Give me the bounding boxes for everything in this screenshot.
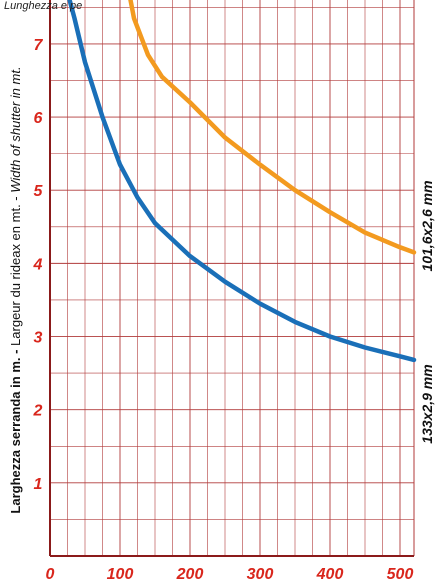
x-tick-label: 400: [316, 566, 344, 581]
y-axis-label-en: Width of shutter in mt.: [8, 66, 23, 192]
y-tick-label: 1: [34, 476, 43, 493]
y-tick-label: 4: [33, 256, 43, 273]
series-line-blue: [67, 0, 417, 363]
y-axis-label-fr: Largeur du rideax en mt. -: [8, 193, 23, 346]
series-label: 101,6x2,6 mm: [419, 180, 435, 271]
top-note: Lunghezza e pe: [4, 0, 82, 12]
series-line-orange: [128, 0, 417, 255]
y-tick-label: 3: [34, 330, 43, 347]
x-tick-label: 500: [387, 566, 414, 581]
y-tick-label: 7: [34, 37, 44, 54]
x-tick-label: 300: [247, 566, 274, 581]
y-tick-label: 5: [34, 183, 44, 200]
grid: [49, 0, 414, 557]
series-label: 133x2,9 mm: [419, 364, 435, 443]
y-tick-label: 6: [34, 110, 43, 127]
x-tick-label: 0: [46, 566, 55, 581]
y-axis-label: Larghezza serranda in m. - Largeur du ri…: [8, 66, 23, 513]
x-tick-label: 100: [107, 566, 134, 581]
y-tick-label: 2: [33, 403, 43, 420]
x-tick-label: 200: [176, 566, 204, 581]
y-axis-label-it: Larghezza serranda in m. -: [8, 346, 23, 514]
